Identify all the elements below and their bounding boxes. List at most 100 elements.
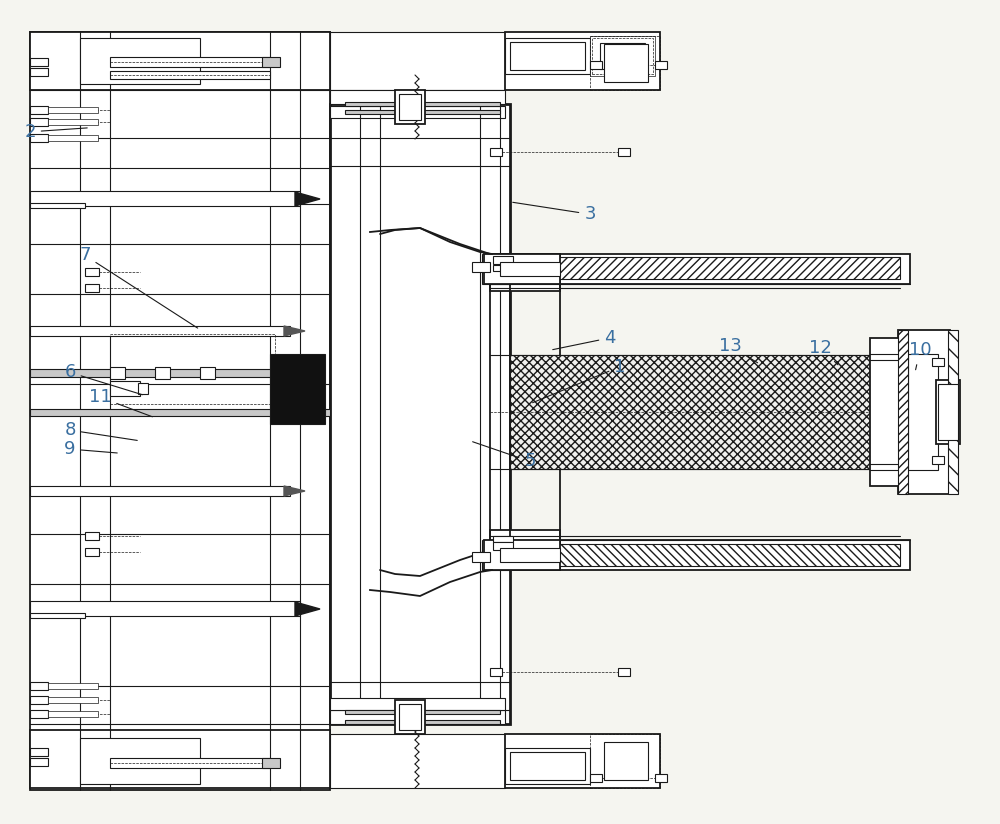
Bar [30, 106, 48, 114]
Bar [505, 38, 590, 74]
Text: 2: 2 [24, 123, 87, 141]
Bar [510, 42, 585, 70]
Bar [493, 256, 513, 264]
Bar [85, 268, 99, 276]
Bar [30, 601, 300, 616]
Bar [30, 68, 48, 76]
Bar [484, 540, 560, 570]
Bar [490, 540, 910, 570]
Polygon shape [284, 326, 305, 336]
Bar [30, 710, 48, 718]
Bar [500, 548, 560, 562]
Bar [80, 738, 200, 784]
Bar [490, 271, 560, 291]
Bar [330, 104, 510, 724]
Polygon shape [295, 602, 320, 616]
Bar [30, 326, 290, 336]
Bar [600, 43, 645, 69]
Bar [898, 330, 908, 494]
Text: 8: 8 [64, 421, 137, 440]
Bar [110, 758, 270, 768]
Bar [330, 32, 505, 90]
Bar [655, 61, 667, 69]
Bar [510, 752, 585, 780]
Bar [30, 58, 48, 66]
Bar [48, 697, 98, 703]
Bar [490, 254, 560, 272]
Bar [330, 106, 505, 118]
Text: 3: 3 [513, 203, 596, 223]
Bar [110, 367, 125, 379]
Bar [30, 32, 330, 790]
Bar [490, 148, 502, 156]
Bar [200, 367, 215, 379]
Bar [493, 265, 513, 271]
Bar [590, 36, 655, 76]
Bar [345, 720, 500, 724]
Bar [48, 107, 98, 113]
Bar [898, 330, 950, 494]
Bar [85, 548, 99, 556]
Bar [484, 254, 560, 284]
Text: 1: 1 [533, 358, 626, 403]
Bar [30, 748, 48, 756]
Text: 12: 12 [809, 339, 838, 365]
Bar [936, 380, 960, 444]
Bar [48, 711, 98, 717]
Bar [482, 540, 510, 570]
Polygon shape [295, 192, 320, 206]
Bar [472, 552, 490, 562]
Bar [30, 758, 48, 766]
Bar [490, 668, 502, 676]
Bar [399, 94, 421, 120]
Bar [948, 330, 958, 494]
Bar [30, 682, 48, 690]
Bar [870, 338, 900, 486]
Bar [110, 57, 270, 67]
Bar [604, 742, 648, 780]
Bar [30, 613, 85, 618]
Bar [138, 383, 148, 394]
Bar [604, 44, 648, 82]
Text: 9: 9 [64, 440, 117, 458]
Bar [510, 257, 900, 279]
Bar [262, 57, 280, 67]
Bar [590, 734, 660, 788]
Bar [932, 456, 944, 464]
Bar [110, 334, 275, 404]
Bar [48, 119, 98, 125]
Bar [110, 71, 270, 79]
Bar [330, 710, 505, 724]
Bar [500, 262, 560, 276]
Bar [590, 61, 602, 69]
Polygon shape [284, 486, 305, 496]
Bar [490, 530, 560, 550]
Bar [505, 32, 660, 90]
Bar [345, 710, 500, 714]
Bar [85, 284, 99, 292]
Bar [618, 668, 630, 676]
Text: 4: 4 [553, 329, 616, 349]
Bar [110, 381, 140, 396]
Bar [30, 203, 85, 208]
Bar [493, 542, 513, 550]
Bar [908, 354, 938, 470]
Bar [472, 262, 490, 272]
Bar [395, 90, 425, 124]
Bar [510, 544, 900, 566]
Bar [80, 38, 200, 84]
Bar [262, 758, 280, 768]
Bar [155, 367, 170, 379]
Bar [30, 486, 290, 496]
Bar [85, 532, 99, 540]
Bar [592, 38, 653, 74]
Bar [30, 32, 330, 90]
Bar [490, 552, 560, 570]
Bar [30, 696, 48, 704]
Bar [399, 704, 421, 730]
Bar [30, 118, 48, 126]
Bar [655, 774, 667, 782]
Bar [510, 355, 880, 469]
Bar [330, 698, 505, 710]
Bar [330, 734, 505, 788]
